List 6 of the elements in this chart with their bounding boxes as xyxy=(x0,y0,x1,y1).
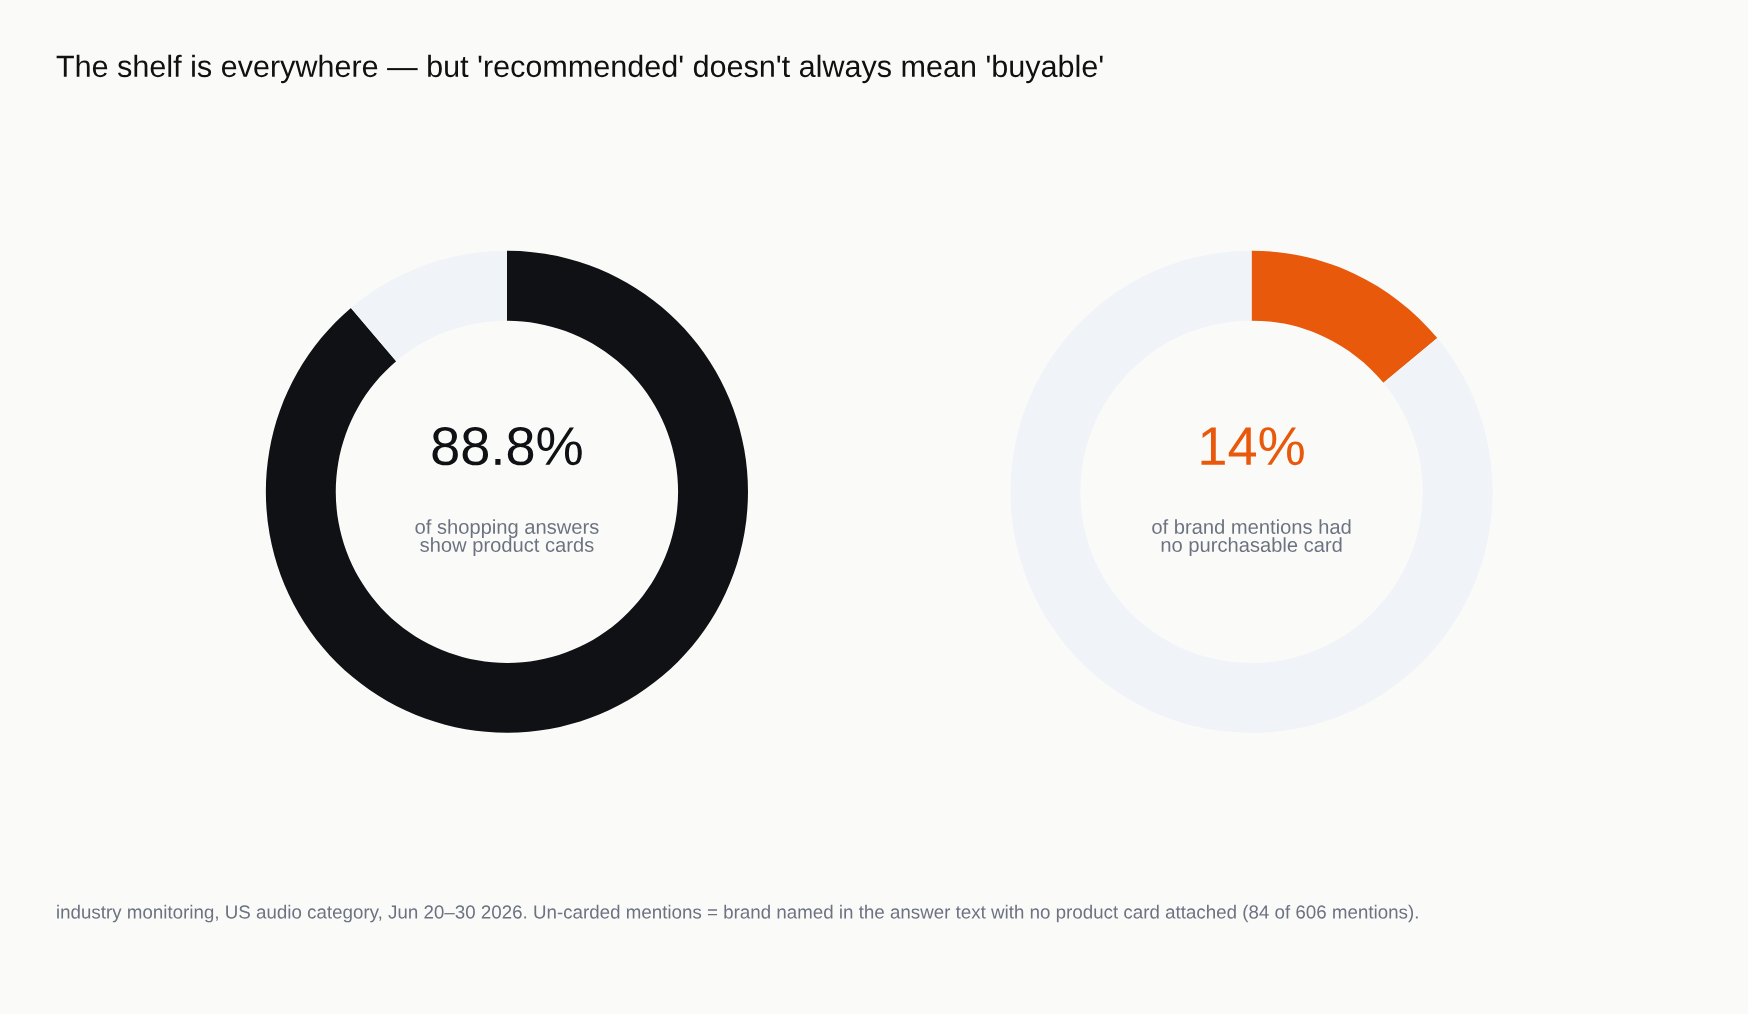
text: of shopping answers show product cards xyxy=(415,519,599,556)
text: 14% xyxy=(1201,427,1304,466)
text: of brand mentions had no purchasable card xyxy=(1152,519,1351,556)
text: 88.8% xyxy=(432,426,582,466)
text: industry monitoring, US audio category, Jun 20–30 2026. Un-carded mentions = brand named in the answer text with no product card attached (84 of 606 mentions). xyxy=(57,904,1418,923)
chart-title: The shelf is everywhere — but 'recommended' doesn't always mean 'buyable' xyxy=(56,54,1103,84)
